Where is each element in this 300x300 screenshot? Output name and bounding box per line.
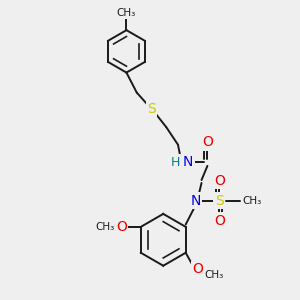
Text: CH₃: CH₃ [205,270,224,280]
Text: O: O [214,174,225,188]
Text: CH₃: CH₃ [243,196,262,206]
Text: H: H [171,156,180,169]
Text: CH₃: CH₃ [117,8,136,18]
Text: S: S [147,102,156,116]
Text: S: S [215,194,224,208]
Text: CH₃: CH₃ [95,222,114,232]
Text: O: O [202,135,213,149]
Text: O: O [214,214,225,228]
Text: O: O [192,262,203,276]
Text: N: N [190,194,201,208]
Text: N: N [183,155,194,170]
Text: O: O [116,220,127,234]
